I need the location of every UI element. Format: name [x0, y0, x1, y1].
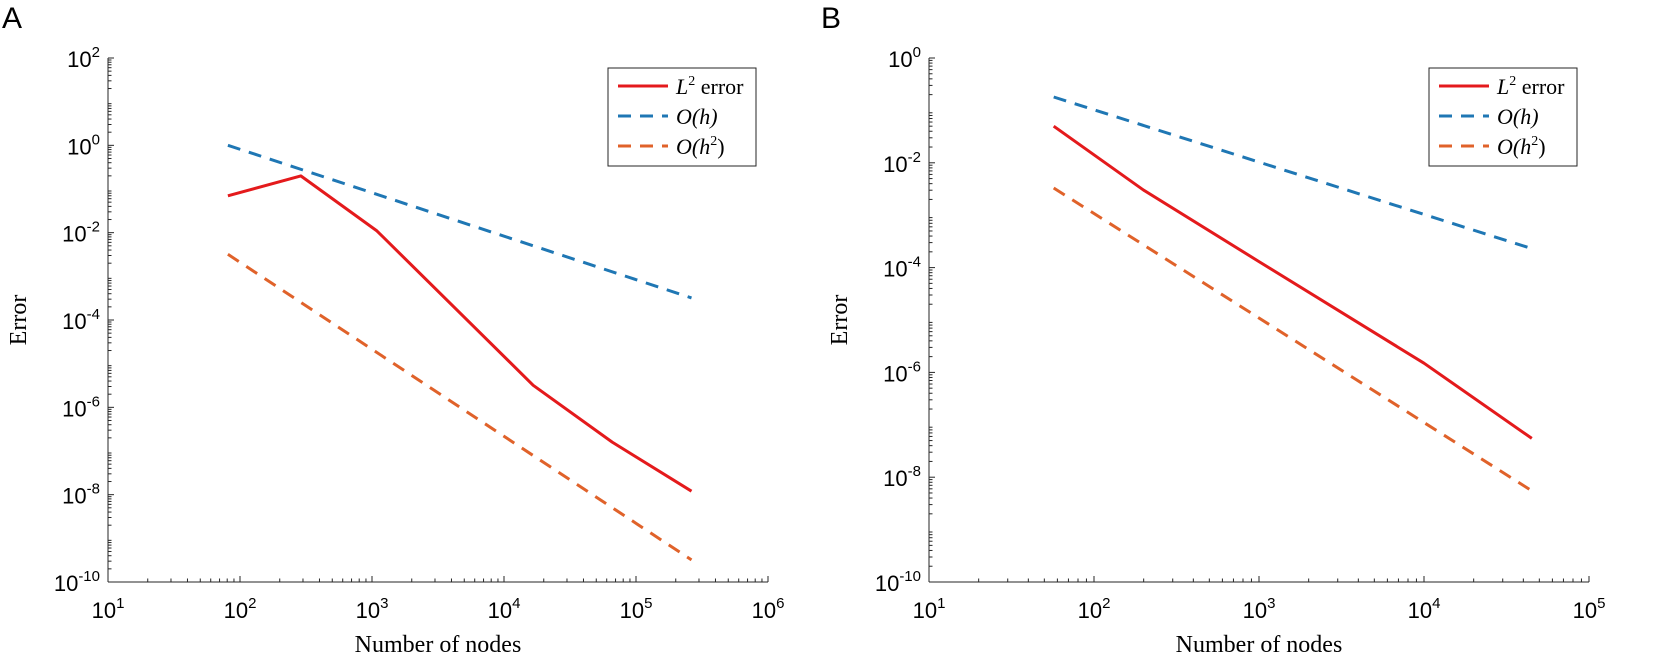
y-tick-label: 10-6: [883, 358, 921, 386]
x-tick-label: 103: [1243, 595, 1276, 623]
legend-label: O(h): [1497, 104, 1539, 129]
x-tick-label: 104: [1408, 595, 1441, 623]
y-tick-label: 10-8: [62, 481, 100, 509]
y-tick-label: 10-2: [883, 149, 921, 177]
legend-label: L2 error: [1496, 74, 1565, 99]
series-line-o-h: [1053, 95, 1533, 251]
x-tick-label: 106: [752, 595, 785, 623]
y-tick-label: 10-2: [62, 219, 100, 247]
x-tick-label: 102: [224, 595, 257, 623]
series-line-l2-error: [227, 174, 693, 493]
panel-a: A 101 102 103 104 105 106 10-10 10-8 10-6 10-4 10-2…: [2, 2, 784, 658]
series-line-o-h2: [227, 253, 693, 562]
legend-label: L2 error: [675, 74, 744, 99]
series-line-l2-error: [1052, 124, 1533, 440]
panel-label: A: [2, 2, 22, 35]
x-tick-label: 101: [913, 595, 946, 623]
x-tick-label: 103: [356, 595, 389, 623]
y-tick-label: 10-6: [62, 393, 100, 421]
y-tick-label: 10-10: [54, 568, 100, 596]
y-tick-label: 10-4: [62, 306, 100, 334]
y-tick-label: 100: [67, 131, 100, 159]
legend-label: O(h2): [676, 134, 725, 159]
y-tick-label: 10-8: [883, 463, 921, 491]
x-tick-label: 104: [488, 595, 521, 623]
x-tick-label: 101: [92, 595, 125, 623]
y-tick-label: 100: [888, 44, 921, 72]
x-tick-label: 102: [1078, 595, 1111, 623]
legend-box: [1428, 67, 1578, 167]
y-tick-label: 10-10: [875, 568, 921, 596]
series-line-o-h2: [1052, 186, 1533, 493]
x-tick-label: 105: [1573, 595, 1606, 623]
series-line-o-h: [227, 143, 692, 300]
y-axis-label: Error: [827, 295, 853, 346]
panel-label: B: [821, 2, 841, 35]
y-tick-label: 102: [67, 44, 100, 72]
x-axis-label: Number of nodes: [1176, 632, 1343, 658]
legend: L2 error O(h) O(h2): [607, 67, 757, 167]
legend-box: [607, 67, 757, 167]
legend-label: O(h2): [1497, 134, 1546, 159]
y-tick-label: 10-4: [883, 254, 921, 282]
y-axis-label: Error: [6, 295, 32, 346]
legend: L2 error O(h) O(h2): [1428, 67, 1578, 167]
legend-label: O(h): [676, 104, 718, 129]
x-tick-label: 105: [620, 595, 653, 623]
x-axis-label: Number of nodes: [355, 632, 522, 658]
panel-b: B 101 102 103 104 105 10-10 10-8 10-6 10-4 10-2 100…: [821, 2, 1605, 658]
